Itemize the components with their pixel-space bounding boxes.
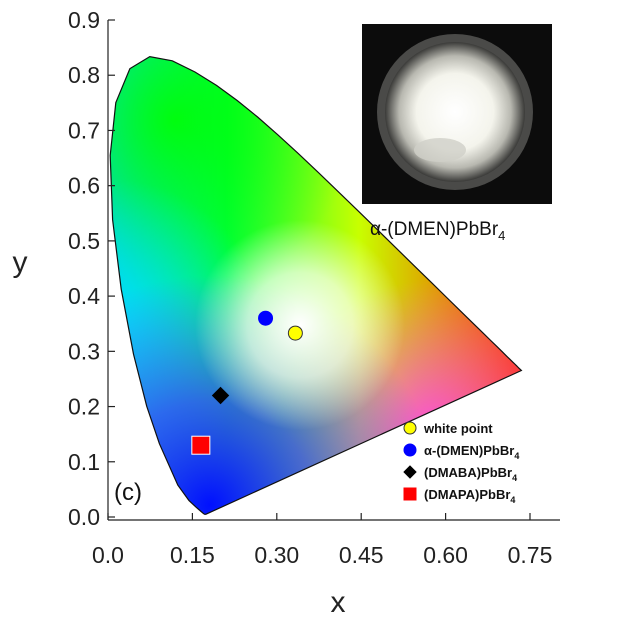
inset-caption: α-(DMEN)PbBr4 xyxy=(370,219,505,243)
data-point-2 xyxy=(258,310,274,326)
y-tick-label: 0.0 xyxy=(68,504,100,530)
legend-label-2: α-(DMEN)PbBr4 xyxy=(424,443,519,461)
legend-label-4: (DMAPA)PbBr4 xyxy=(424,487,515,505)
data-points xyxy=(191,310,303,455)
x-tick-labels: 0.0 0.15 0.30 0.45 0.60 0.75 xyxy=(92,513,552,568)
data-point-3 xyxy=(211,386,230,405)
y-tick-labels: 0.0 0.1 0.2 0.3 0.4 0.5 0.6 0.7 0.8 0.9 xyxy=(68,7,115,530)
y-tick-label: 0.2 xyxy=(68,394,100,420)
x-tick-label: 0.30 xyxy=(254,542,299,568)
panel-label: (c) xyxy=(114,479,142,506)
x-tick-label: 0.60 xyxy=(423,542,468,568)
legend-label-1: white point xyxy=(423,421,493,436)
data-point-1 xyxy=(287,325,303,341)
x-tick-label: 0.0 xyxy=(92,542,124,568)
y-tick-label: 0.5 xyxy=(68,228,100,254)
legend-marker-1 xyxy=(403,421,417,435)
legend: white point α-(DMEN)PbBr4 (DMABA)PbBr4 (DMA… xyxy=(402,421,519,505)
x-tick-label: 0.75 xyxy=(508,542,553,568)
y-tick-label: 0.6 xyxy=(68,173,100,199)
y-tick-label: 0.1 xyxy=(68,449,100,475)
data-point-4 xyxy=(191,435,211,455)
legend-marker-3 xyxy=(403,465,417,479)
legend-label-3: (DMABA)PbBr4 xyxy=(424,465,517,483)
legend-marker-4 xyxy=(402,486,418,502)
y-tick-label: 0.9 xyxy=(68,7,100,33)
y-tick-label: 0.8 xyxy=(68,62,100,88)
legend-marker-2 xyxy=(403,443,417,457)
x-tick-label: 0.45 xyxy=(339,542,384,568)
inset-photo xyxy=(362,24,552,204)
y-axis-label: y xyxy=(13,246,28,279)
x-axis-label: x xyxy=(331,586,346,618)
y-tick-label: 0.3 xyxy=(68,338,100,364)
y-tick-label: 0.4 xyxy=(68,283,100,309)
y-tick-label: 0.7 xyxy=(68,117,100,143)
spectral-locus-outline xyxy=(109,55,523,515)
x-tick-label: 0.15 xyxy=(170,542,215,568)
